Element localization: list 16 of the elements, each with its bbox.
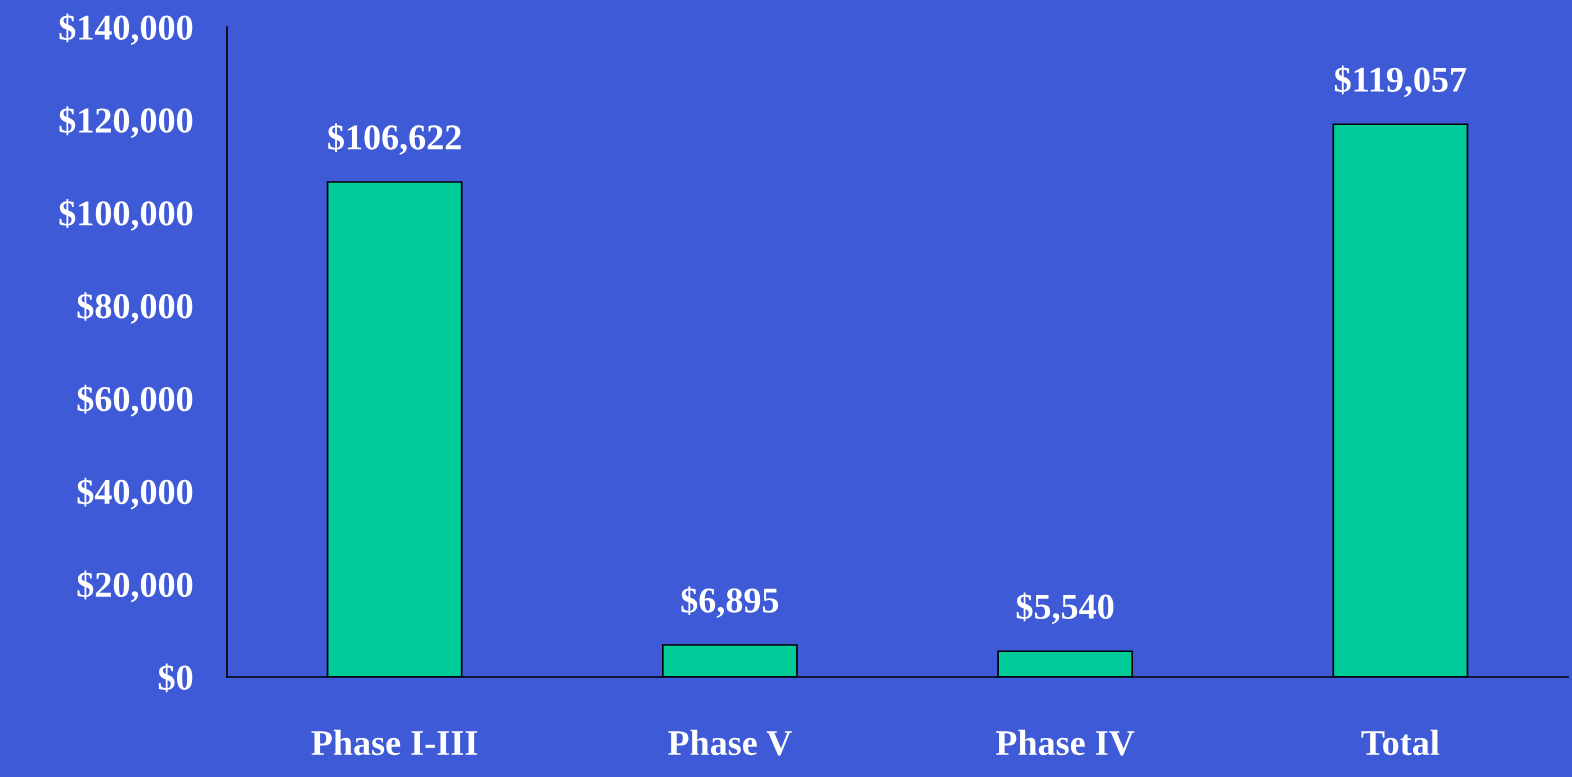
data-label: $106,622 [328,123,461,155]
x-tick-label: Phase I-III [311,729,478,756]
y-tick-label: $80,000 [77,291,193,324]
x-tick-label: Phase V [668,729,792,756]
y-tick-label: $140,000 [59,13,193,46]
y-tick-label: $60,000 [77,384,193,417]
x-tick-label: Total [1361,729,1440,756]
y-tick-label: $20,000 [77,570,193,603]
x-tick-label: Phase IV [996,729,1135,756]
y-tick-label: $0 [158,663,193,693]
y-tick-label: $40,000 [77,477,193,510]
y-tick-label: $100,000 [59,199,193,231]
y-tick-label: $120,000 [59,106,193,138]
data-label: $6,895 [681,586,779,618]
data-label: $5,540 [1016,592,1114,625]
data-label: $119,057 [1334,65,1467,98]
